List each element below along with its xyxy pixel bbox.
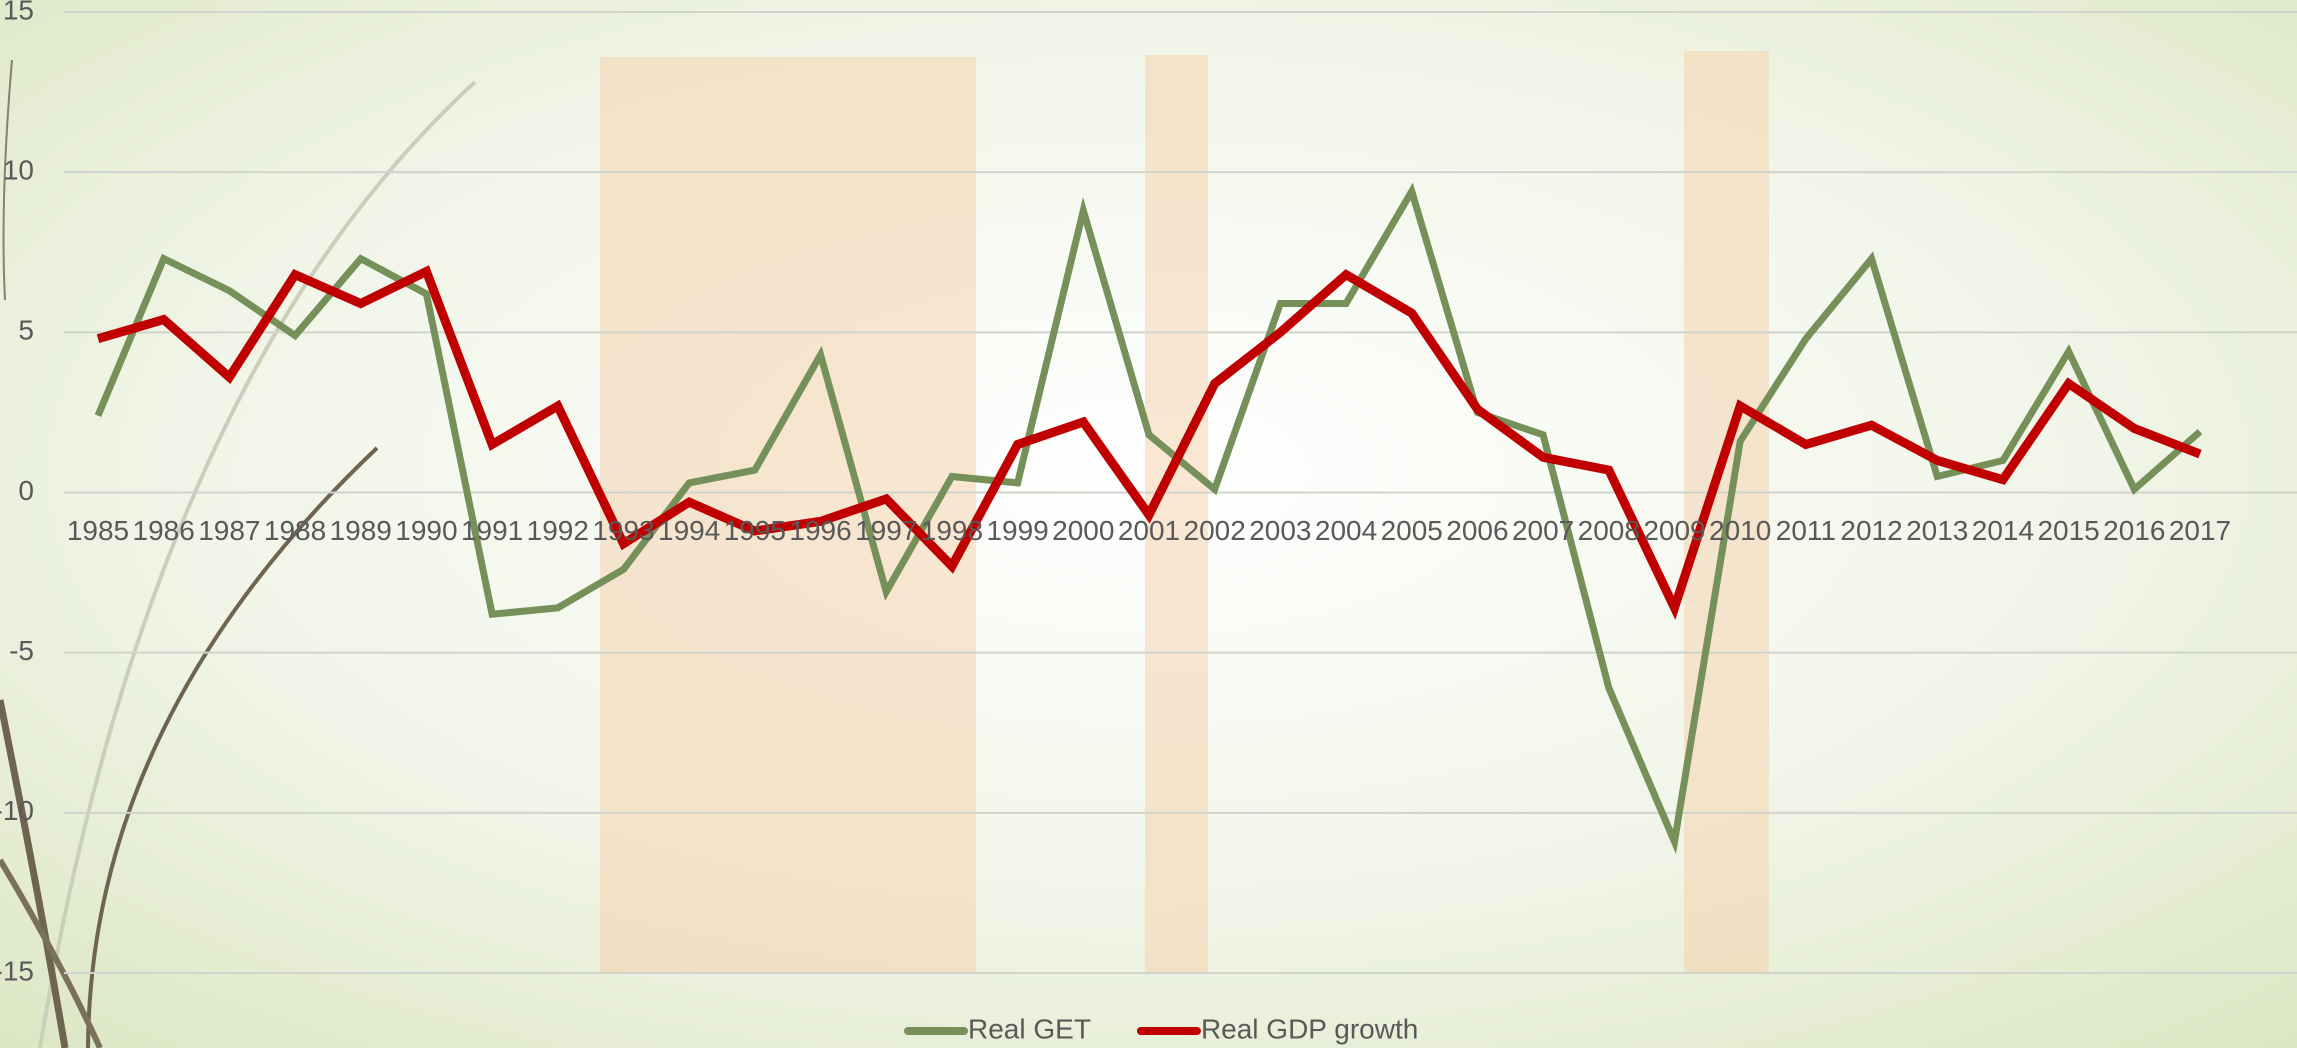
lines: [94, 182, 2203, 855]
x-tick-label: 1998: [921, 515, 983, 546]
x-tick-label: 1996: [789, 515, 851, 546]
x-tick-label: 2006: [1446, 515, 1508, 546]
x-tick-label: 1991: [461, 515, 523, 546]
x-tick-label: 1987: [198, 515, 260, 546]
data-line: [94, 182, 2203, 855]
x-tick-label: 2005: [1381, 515, 1443, 546]
x-tick-label: 2004: [1315, 515, 1377, 546]
legend-label: Real GDP growth: [1201, 1013, 1418, 1044]
y-tick-label: 10: [3, 155, 34, 186]
y-tick-label: -10: [0, 795, 34, 826]
x-tick-label: 2001: [1118, 515, 1180, 546]
x-tick-label: 2012: [1840, 515, 1902, 546]
x-tick-label: 2007: [1512, 515, 1574, 546]
x-tick-label: 2008: [1578, 515, 1640, 546]
x-tick-label: 1989: [330, 515, 392, 546]
x-tick-label: 2003: [1249, 515, 1311, 546]
decor-curves: [0, 59, 477, 1048]
x-tick-label: 2015: [2037, 515, 2099, 546]
labels: -15-10-505101519851986198719881989199019…: [0, 0, 2231, 986]
x-tick-label: 2010: [1709, 515, 1771, 546]
x-tick-label: 1994: [658, 515, 720, 546]
x-tick-label: 2014: [1972, 515, 2034, 546]
x-tick-label: 2017: [2169, 515, 2231, 546]
x-tick-label: 1988: [264, 515, 326, 546]
x-tick-label: 2009: [1643, 515, 1705, 546]
legend: Real GET Real GDP growth: [904, 1013, 1418, 1044]
legend-label: Real GET: [968, 1013, 1091, 1044]
x-tick-label: 2013: [1906, 515, 1968, 546]
data-line: [96, 265, 2202, 620]
x-tick-label: 1985: [67, 515, 129, 546]
x-tick-label: 1992: [527, 515, 589, 546]
x-tick-label: 1993: [592, 515, 654, 546]
y-tick-label: -5: [9, 635, 34, 666]
x-tick-label: 2016: [2103, 515, 2165, 546]
x-tick-label: 2000: [1052, 515, 1114, 546]
y-tick-label: 15: [3, 0, 34, 25]
y-tick-label: -15: [0, 955, 34, 986]
y-tick-label: 5: [18, 315, 34, 346]
x-tick-label: 1999: [986, 515, 1048, 546]
y-tick-label: 0: [18, 475, 34, 506]
x-tick-label: 1995: [724, 515, 786, 546]
x-tick-label: 1997: [855, 515, 917, 546]
x-tick-label: 2002: [1184, 515, 1246, 546]
x-tick-label: 1986: [133, 515, 195, 546]
x-tick-label: 1990: [395, 515, 457, 546]
x-tick-label: 2011: [1776, 515, 1836, 546]
